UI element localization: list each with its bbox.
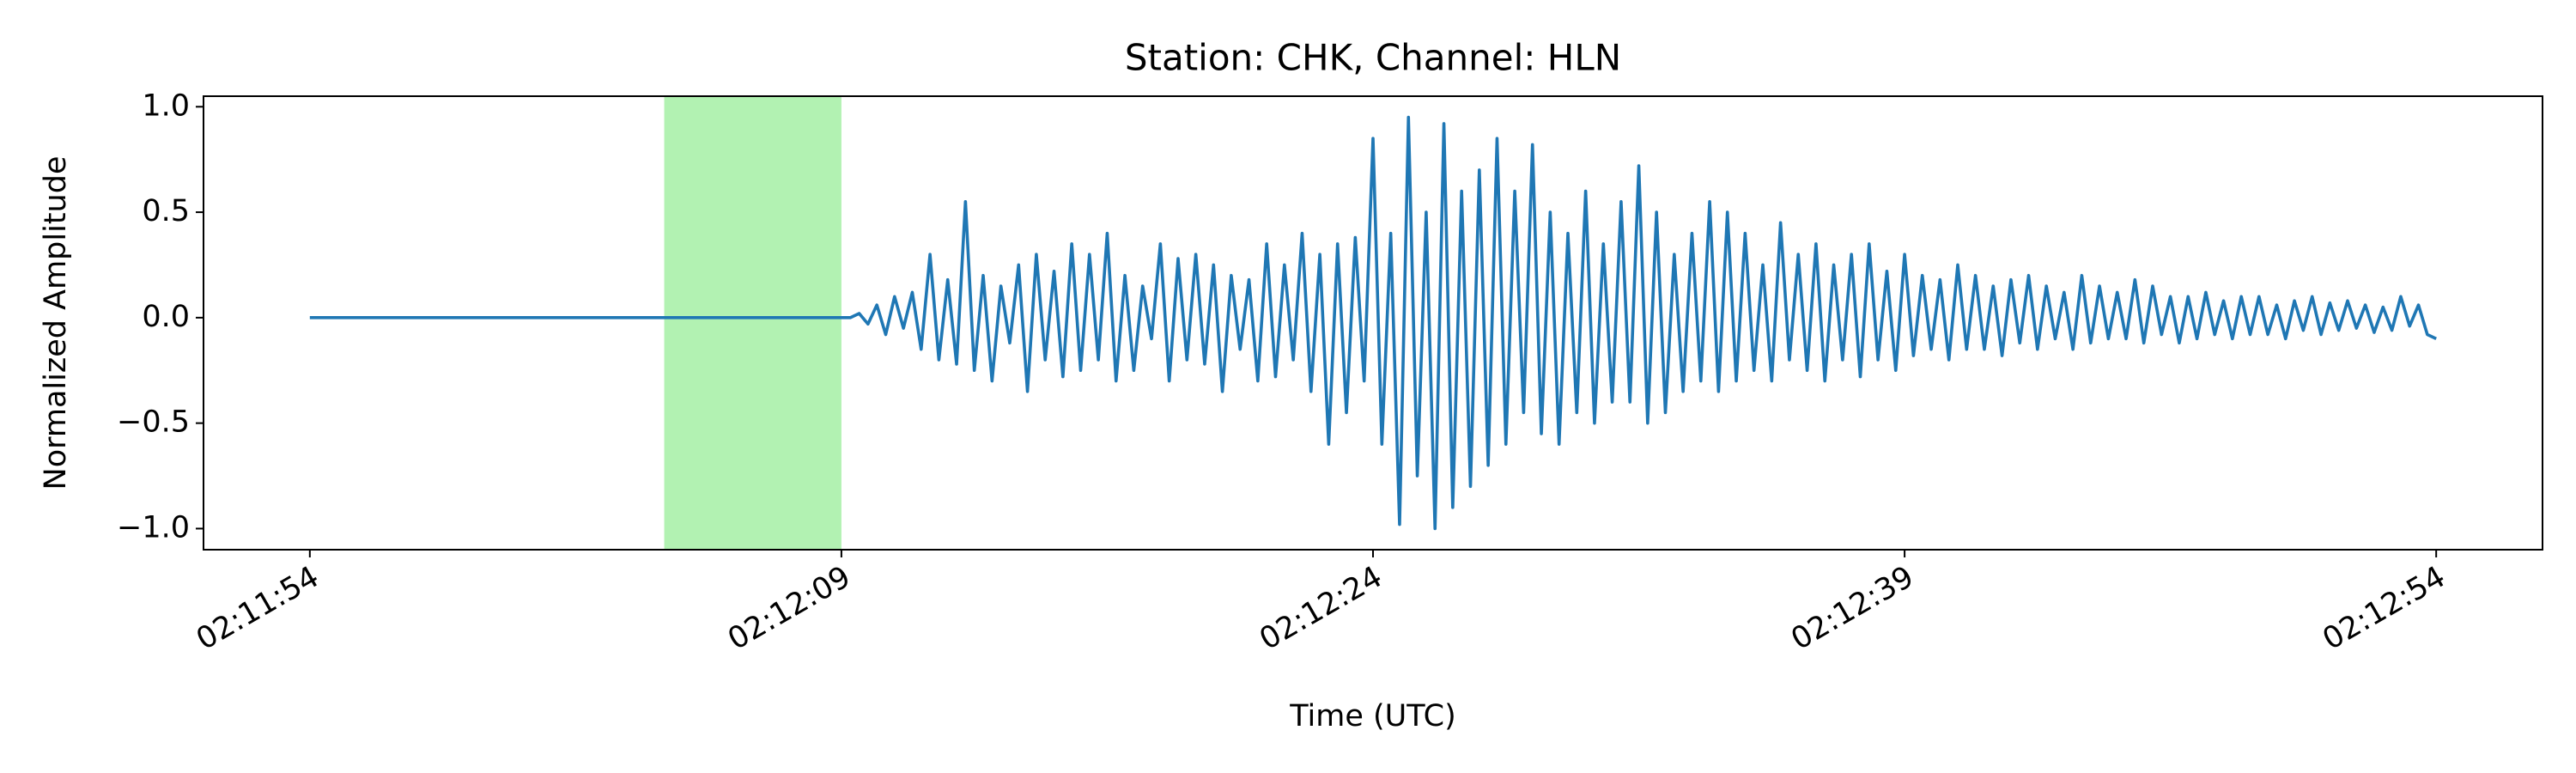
- y-tick-label: −1.0: [117, 510, 190, 545]
- y-axis-label: Normalized Amplitude: [39, 156, 73, 490]
- x-tick-label: 02:11:54: [191, 560, 325, 657]
- highlight-span: [664, 96, 841, 550]
- y-tick-label: 0.0: [142, 300, 190, 334]
- chart-title: Station: CHK, Channel: HLN: [1125, 37, 1621, 79]
- y-tick-label: 0.5: [142, 194, 190, 228]
- x-axis-label: Time (UTC): [1289, 699, 1455, 733]
- x-tick-label: 02:12:09: [722, 560, 856, 657]
- y-tick-label: −0.5: [117, 405, 190, 440]
- x-tick-label: 02:12:54: [2318, 560, 2451, 657]
- plot-frame: [203, 95, 2543, 551]
- waveform-line: [309, 115, 2437, 531]
- x-tick-label: 02:12:39: [1785, 560, 1919, 657]
- y-tick-label: 1.0: [142, 88, 190, 123]
- x-tick-label: 02:12:24: [1254, 560, 1388, 657]
